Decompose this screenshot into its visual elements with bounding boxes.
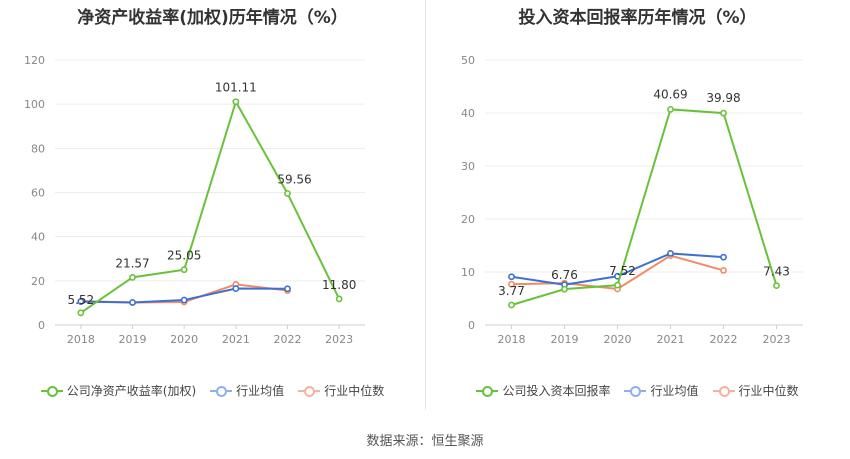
data-point <box>773 282 780 290</box>
data-point <box>180 296 188 304</box>
y-tick-label: 50 <box>461 54 475 67</box>
data-point <box>77 309 85 317</box>
legend-label: 公司投入资本回报率 <box>502 384 611 398</box>
legend-swatch <box>40 385 63 397</box>
data-label: 3.77 <box>498 284 525 298</box>
legend-item[interactable]: 公司投入资本回报率 <box>476 382 610 399</box>
legend-item[interactable]: 公司净资产收益率(加权) <box>40 382 197 399</box>
legend-label: 行业均值 <box>650 384 699 398</box>
data-point <box>335 295 343 303</box>
x-tick-label: 2023 <box>325 333 353 346</box>
y-tick-label: 0 <box>468 319 475 332</box>
data-point <box>561 285 568 293</box>
data-label: 6.76 <box>551 268 578 282</box>
x-tick-label: 2020 <box>170 333 198 346</box>
legend-swatch <box>298 385 321 397</box>
legend-swatch <box>624 385 647 397</box>
data-point <box>232 98 240 106</box>
data-point <box>77 298 85 305</box>
data-point <box>720 267 727 274</box>
legend-label: 行业均值 <box>236 384 285 398</box>
series-line <box>80 99 341 314</box>
legend-swatch <box>476 385 499 397</box>
data-point <box>667 250 674 257</box>
data-point <box>129 299 136 306</box>
data-point <box>508 280 515 288</box>
x-tick-label: 2018 <box>498 333 526 346</box>
y-tick-label: 10 <box>461 266 475 279</box>
y-tick-label: 40 <box>31 231 45 244</box>
x-tick-label: 2022 <box>274 333 302 346</box>
legend-swatch <box>712 385 735 397</box>
data-source: 数据来源：恒生聚源 <box>366 434 484 449</box>
y-tick-label: 100 <box>24 98 45 111</box>
chart-legend: 公司投入资本回报率 行业均值 行业中位数 <box>425 382 850 399</box>
y-tick-label: 60 <box>31 187 45 200</box>
legend-item[interactable]: 行业均值 <box>624 382 699 399</box>
legend-label: 公司净资产收益率(加权) <box>66 384 197 398</box>
x-tick-label: 2022 <box>710 333 738 346</box>
y-tick-label: 0 <box>38 319 45 332</box>
data-point <box>720 109 727 117</box>
data-label: 7.43 <box>763 265 790 279</box>
chart-legend: 公司净资产收益率(加权) 行业均值 行业中位数 <box>0 382 425 399</box>
x-tick-label: 2018 <box>67 333 95 346</box>
roic-chart-panel: 投入资本回报率历年情况（%） 0 10 20 30 40 50 2018 2019 2020 20… <box>425 0 850 410</box>
data-point <box>508 273 515 281</box>
legend-swatch <box>210 385 233 397</box>
legend-item[interactable]: 行业中位数 <box>712 382 799 399</box>
y-tick-label: 40 <box>461 107 475 120</box>
data-label: 7.52 <box>609 264 636 278</box>
data-point <box>614 281 621 289</box>
data-point <box>667 105 674 113</box>
x-tick-label: 2021 <box>657 333 685 346</box>
roe-line-chart: 0 20 40 60 80 100 120 2018 2019 2020 2021 2022 2023 5… <box>24 54 365 346</box>
data-point <box>284 190 291 197</box>
y-tick-label: 120 <box>24 54 45 67</box>
data-label: 5.52 <box>67 293 94 307</box>
data-label: 40.69 <box>653 87 687 101</box>
data-label: 101.11 <box>215 81 257 95</box>
panel-divider <box>425 0 426 410</box>
data-point <box>284 285 291 293</box>
data-label: 21.57 <box>115 256 149 270</box>
data-label: 39.98 <box>706 91 740 105</box>
roe-chart-panel: 净资产收益率(加权)历年情况（%） 0 20 40 60 80 100 120 2018 201… <box>0 0 425 410</box>
y-tick-label: 30 <box>461 160 475 173</box>
chart-title: 投入资本回报率历年情况（%） <box>518 8 757 28</box>
legend-label: 行业中位数 <box>324 384 385 398</box>
x-tick-label: 2019 <box>551 333 579 346</box>
data-label: 25.05 <box>167 249 201 263</box>
legend-item[interactable]: 行业均值 <box>210 382 284 399</box>
x-tick-label: 2019 <box>119 333 147 346</box>
y-tick-label: 80 <box>31 142 45 155</box>
chart-title: 净资产收益率(加权)历年情况（%） <box>77 8 348 28</box>
x-tick-label: 2020 <box>604 333 632 346</box>
y-tick-label: 20 <box>31 275 45 288</box>
x-tick-label: 2021 <box>222 333 250 346</box>
data-point <box>180 266 188 274</box>
data-point <box>508 301 515 309</box>
series-line <box>511 108 778 306</box>
data-point <box>720 253 727 261</box>
legend-label: 行业中位数 <box>738 384 799 398</box>
data-point <box>129 273 136 281</box>
data-label: 11.80 <box>322 278 356 292</box>
roic-line-chart: 0 10 20 30 40 50 2018 2019 2020 2021 2022 2023 3.77 6… <box>461 54 803 346</box>
data-point <box>232 285 240 292</box>
y-tick-label: 20 <box>461 213 475 226</box>
x-tick-label: 2023 <box>763 333 791 346</box>
data-label: 59.56 <box>277 172 311 186</box>
legend-item[interactable]: 行业中位数 <box>298 382 384 399</box>
